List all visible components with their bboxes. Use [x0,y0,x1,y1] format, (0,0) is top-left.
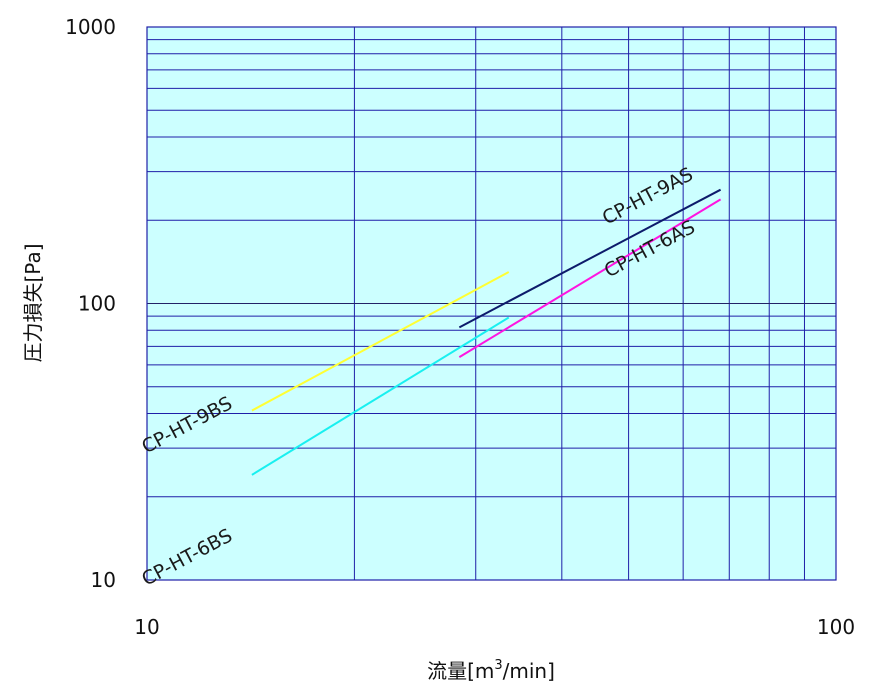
y-axis-label: 圧力損失[Pa] [21,243,45,362]
x-tick-label: 10 [134,615,159,639]
y-tick-label: 100 [78,292,116,316]
tick-labels: 10 100 10 100 1000 [65,15,855,639]
x-tick-label: 100 [817,615,855,639]
series-line-cp-ht-9bs [251,271,510,412]
y-tick-label: 1000 [65,15,116,39]
y-tick-label: 10 [91,568,116,592]
series-line-cp-ht-9as [458,188,722,329]
plot-border [146,26,837,581]
series-line-cp-ht-6as [458,198,722,358]
x-axis-label: 流量[m3/min] [427,658,555,683]
series-lines [251,188,722,476]
series-line-cp-ht-6bs [251,316,510,476]
grid [146,26,837,581]
